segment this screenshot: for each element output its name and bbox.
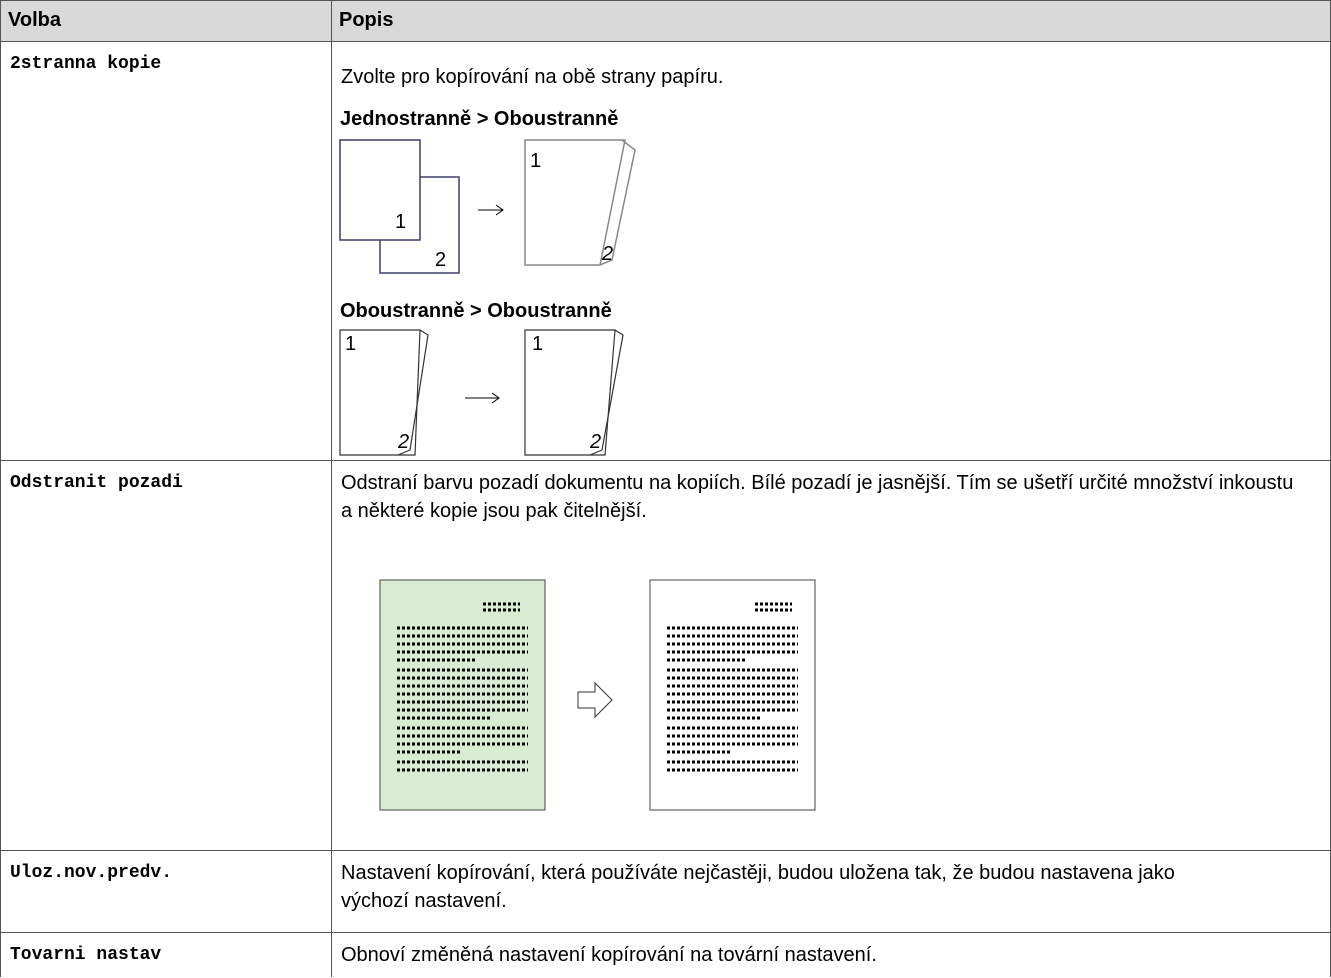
rule <box>0 41 1331 42</box>
page-number: 1 <box>530 150 541 172</box>
description: Zvolte pro kopírování na obě strany papí… <box>341 66 724 88</box>
header-cell: Popis <box>331 0 1331 41</box>
page-number: 2 <box>397 431 409 453</box>
rule <box>331 0 332 977</box>
rule <box>0 460 1331 461</box>
page-number: 1 <box>345 333 356 355</box>
description: Odstraní barvu pozadí dokumentu na kopií… <box>341 472 1294 522</box>
header-cell: Volba <box>0 0 331 41</box>
rule <box>0 932 1331 933</box>
page-number: 1 <box>532 333 543 355</box>
rule <box>0 0 1 977</box>
example-label: Oboustranně > Oboustranně <box>340 300 612 322</box>
option: 2stranna kopie <box>10 54 162 74</box>
illustration: 1 2 1 2 <box>339 329 624 456</box>
option: Odstranit pozadi <box>10 473 183 493</box>
illustration: 1 2 1 2 <box>339 139 636 274</box>
illustration <box>379 579 816 811</box>
page-number: 2 <box>589 431 601 453</box>
option: Tovarni nastav <box>10 945 162 965</box>
example-label: Jednostranně > Oboustranně <box>340 108 619 130</box>
rule <box>0 0 1331 1</box>
page-number: 2 <box>435 249 446 271</box>
description: Nastavení kopírování, která používáte ne… <box>341 862 1175 912</box>
page-number: 1 <box>395 211 406 233</box>
rule <box>0 850 1331 851</box>
description: Obnoví změněná nastavení kopírování na t… <box>341 944 877 966</box>
option: Uloz.nov.predv. <box>10 863 173 883</box>
page-number: 2 <box>601 243 613 265</box>
